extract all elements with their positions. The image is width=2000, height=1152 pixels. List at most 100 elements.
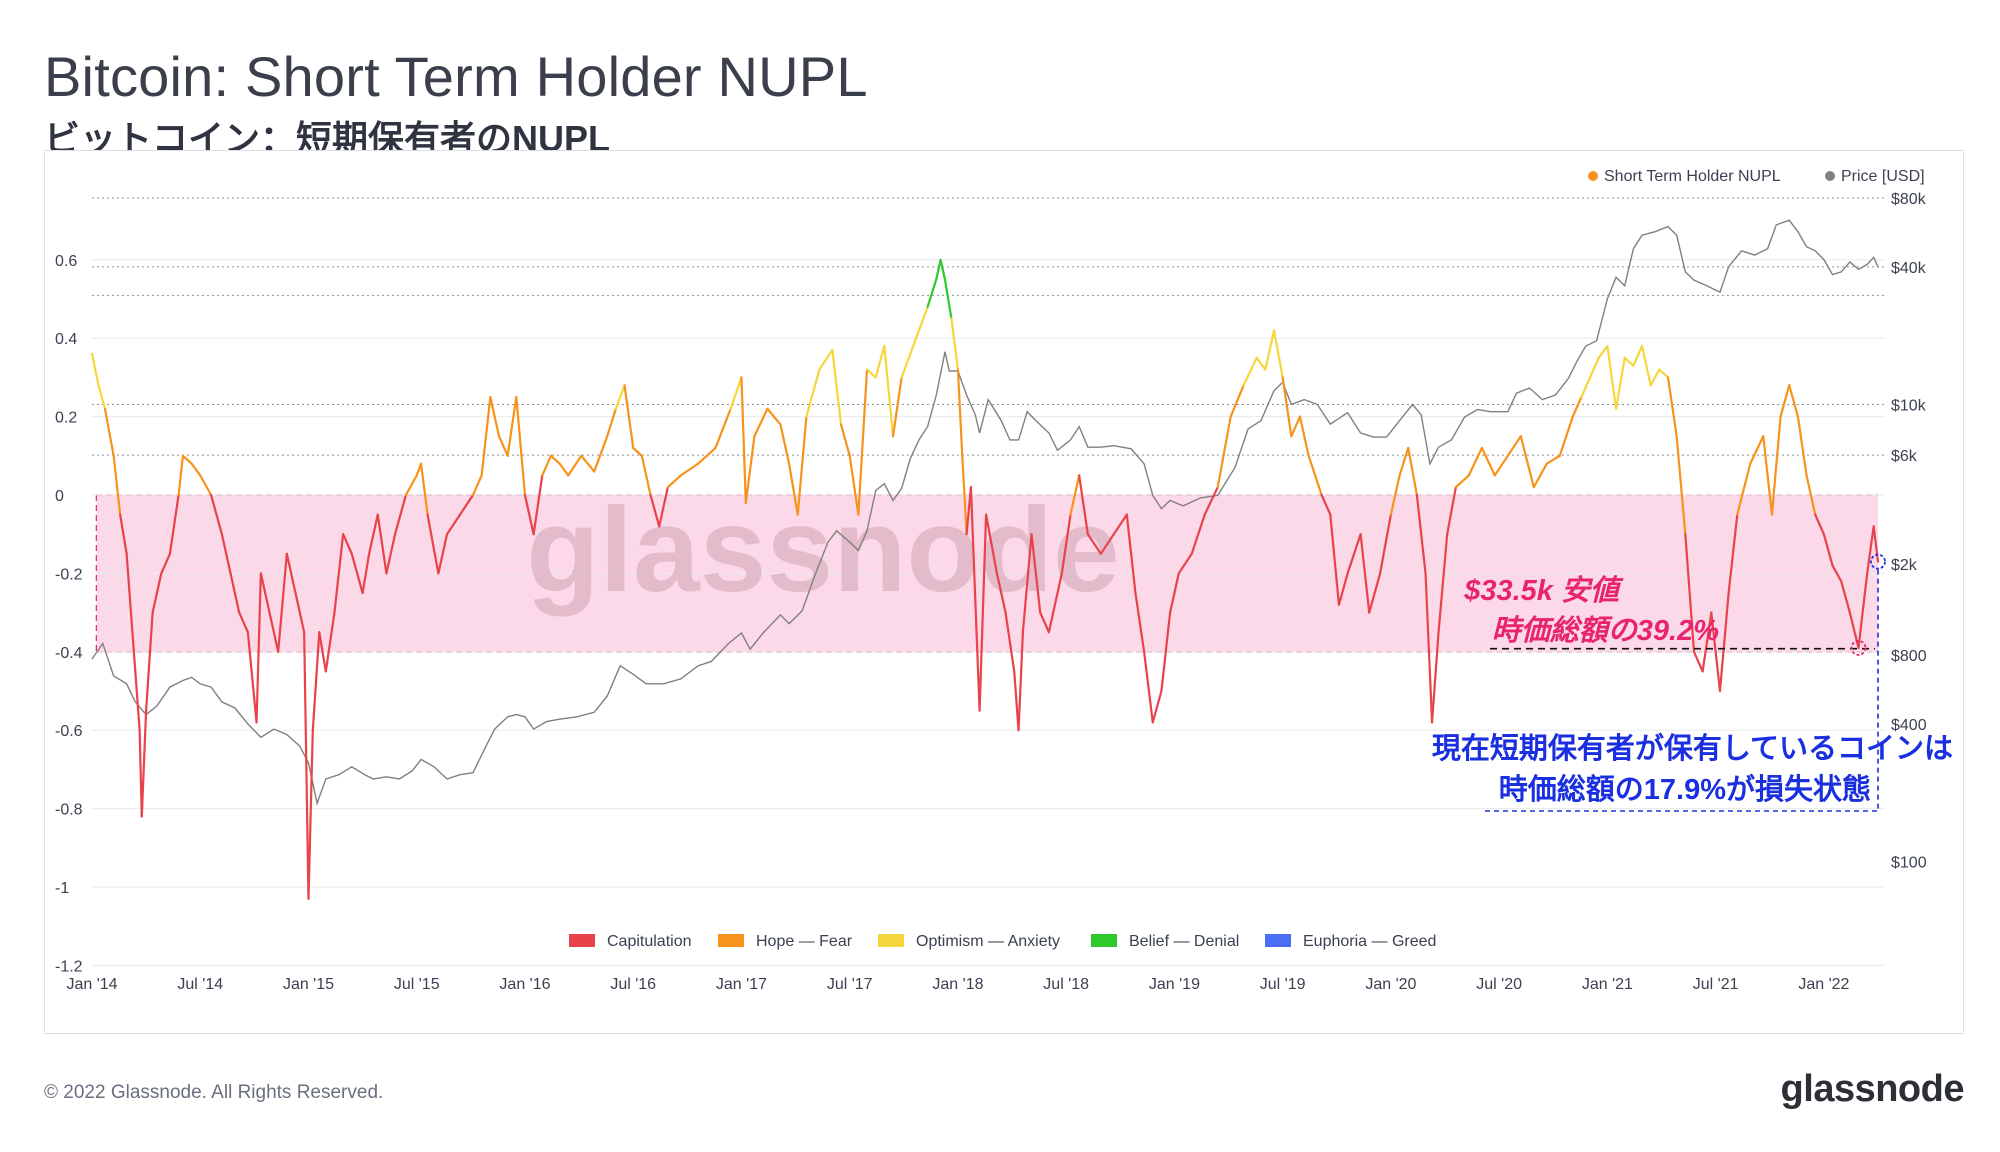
annotation-layer (1485, 553, 1886, 812)
nupl-segment (119, 513, 128, 555)
nupl-segment (1506, 435, 1522, 457)
nupl-segment (311, 631, 321, 732)
nupl-segment (268, 611, 280, 653)
nupl-segment (220, 533, 232, 575)
nupl-segment (740, 376, 747, 504)
nupl-segment (506, 395, 518, 457)
legend-capitulation-label[interactable]: Capitulation (607, 933, 692, 950)
x-tick-label: Jan '21 (1582, 976, 1633, 993)
nupl-segment (1125, 513, 1137, 595)
nupl-segment (426, 513, 440, 575)
nupl-segment (935, 258, 942, 281)
nupl-segment (961, 454, 968, 536)
nupl-segment (1368, 572, 1382, 614)
x-tick-label: Jul '19 (1260, 976, 1306, 993)
nupl-segment (1779, 384, 1791, 418)
nupl-segment (1134, 591, 1146, 653)
nupl-segment (1623, 356, 1635, 367)
nupl-segment (333, 533, 345, 614)
nupl-segment (1039, 611, 1050, 634)
axis-labels-layer: 0.6 0.4 0.2 0 -0.2 -0.4 -0.6 -0.8 -1 -1.2 $80k $40k… (55, 191, 1927, 993)
legend-price-label[interactable]: Price [USD] (1841, 168, 1925, 185)
nupl-segment (229, 572, 241, 614)
current-marker-circle (1870, 553, 1886, 570)
legend-belief-denial-label[interactable]: Belief — Denial (1129, 933, 1239, 950)
nupl-segment (917, 305, 929, 332)
legend-euphoria-greed-swatch (1265, 934, 1291, 947)
nupl-segment (1004, 611, 1016, 673)
nupl-segment (419, 462, 429, 516)
nupl-segment (1788, 384, 1800, 418)
nupl-segment (640, 454, 652, 497)
nupl-segment (848, 454, 860, 516)
nupl-segment (1013, 670, 1020, 732)
nupl-segment (1168, 572, 1180, 614)
nupl-segment (1264, 329, 1276, 371)
nupl-segment (532, 474, 544, 536)
nupl-segment (1658, 368, 1670, 379)
nupl-segment (1017, 631, 1024, 732)
nupl-segment (1831, 564, 1843, 583)
footer-copyright: © 2022 Glassnode. All Rights Reserved. (44, 1082, 384, 1103)
nupl-segment (160, 552, 172, 575)
legend-hope-fear-label[interactable]: Hope — Fear (756, 933, 853, 950)
y-right-tick-label: $10k (1891, 397, 1927, 414)
nupl-segment (1047, 572, 1063, 634)
nupl-segment (259, 572, 271, 614)
nupl-segment (294, 591, 306, 634)
nupl-segment (606, 407, 617, 438)
y-right-tick-label: $100 (1891, 855, 1927, 872)
nupl-segment (1519, 435, 1535, 489)
nupl-segment (1203, 486, 1219, 516)
nupl-line-layer (90, 258, 1880, 900)
nupl-segment (515, 395, 527, 497)
nupl-segment (1684, 533, 1696, 653)
nupl-segment (956, 368, 964, 457)
nupl-segment (580, 454, 596, 473)
nupl-segment (404, 474, 418, 497)
annotation-current-line1: 現在短期保有者が保有しているコインは (1432, 731, 1953, 765)
nupl-segment (787, 462, 799, 516)
nupl-segment (766, 407, 782, 426)
nupl-segment (753, 407, 769, 438)
nupl-segment (1814, 513, 1825, 536)
nupl-segment (1407, 446, 1418, 497)
nupl-segment (1666, 376, 1678, 438)
nupl-segment (1398, 446, 1410, 477)
nupl-segment (1112, 513, 1128, 536)
legend-nupl-label[interactable]: Short Term Holder NUPL (1604, 168, 1781, 185)
price-line (91, 219, 1879, 806)
annotation-current-line2: 時価総額の17.9%が損失状態 (1499, 772, 1871, 806)
nupl-segment (1796, 415, 1808, 477)
nupl-segment (549, 454, 561, 465)
footer-brand-logo: glassnode (1780, 1068, 1965, 1110)
page-title: Bitcoin: Short Term Holder NUPL (44, 45, 868, 108)
nupl-segment (1337, 572, 1349, 606)
chart-svg: glassnode 0.6 0.4 0.2 0 -0.2 -0.4 -0.6 -0.8 -1 -1… (55, 168, 1953, 993)
nupl-segment (1493, 454, 1509, 477)
annotation-low-line1: $33.5k 安値 (1463, 574, 1624, 607)
x-tick-label: Jan '14 (66, 976, 117, 993)
nupl-segment (489, 395, 501, 438)
nupl-segment (1242, 356, 1258, 387)
nupl-segment (90, 352, 100, 387)
nupl-segment (385, 533, 397, 575)
nupl-segment (1454, 474, 1470, 489)
nupl-segment (950, 317, 960, 371)
x-tick-label: Jan '19 (1149, 976, 1200, 993)
x-tick-label: Jan '16 (499, 976, 550, 993)
nupl-segment (1749, 435, 1765, 465)
nupl-segment (744, 435, 756, 504)
y-left-tick-label: -0.6 (55, 723, 83, 740)
nupl-segment (593, 435, 609, 473)
x-tick-label: Jul '20 (1476, 976, 1522, 993)
legend-euphoria-greed-label[interactable]: Euphoria — Greed (1303, 933, 1436, 950)
legend-optimism-anxiety-label[interactable]: Optimism — Anxiety (916, 933, 1060, 950)
nupl-segment (883, 344, 895, 438)
nupl-segment (209, 493, 223, 536)
nupl-segment (567, 454, 583, 477)
x-tick-label: Jul '16 (610, 976, 656, 993)
nupl-segment (307, 729, 314, 900)
nupl-segment (1281, 376, 1293, 438)
nupl-segment (1086, 533, 1102, 555)
